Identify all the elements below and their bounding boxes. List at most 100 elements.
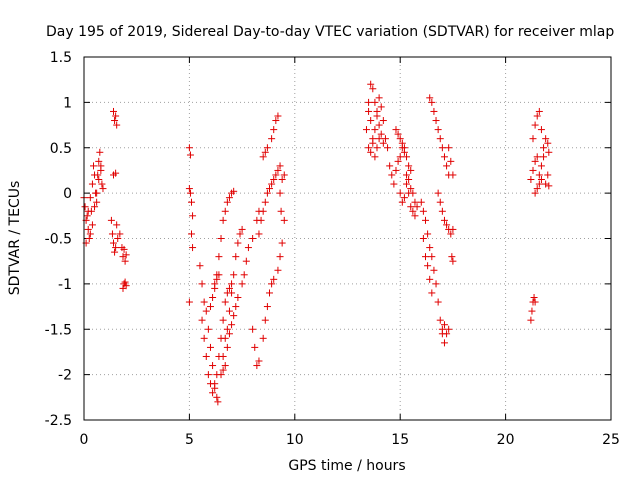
data-point [91,203,99,211]
data-point [261,148,269,156]
data-point [545,182,553,190]
data-point [276,189,284,197]
data-point [95,176,103,184]
data-point [392,166,400,174]
data-point [365,107,373,115]
data-point [225,194,233,202]
data-point [448,253,456,261]
data-point [394,157,402,165]
data-point [232,253,240,261]
data-point [110,239,118,247]
data-points [80,80,553,406]
data-point [545,148,553,156]
data-point [426,275,434,283]
data-point [122,251,130,259]
data-point [542,135,550,143]
data-point [113,221,121,229]
data-point [375,135,383,143]
data-point [189,244,197,252]
data-point [533,185,541,193]
y-axis-label: SDTVAR / TECUs [7,181,23,296]
data-point [398,139,406,147]
data-point [112,112,120,120]
data-point [371,98,379,106]
data-point [259,153,267,161]
data-point [531,298,539,306]
data-point [84,225,92,233]
data-point [88,180,96,188]
data-point [266,185,274,193]
data-point [373,144,381,152]
data-point [443,330,451,338]
data-point [244,244,252,252]
data-point [373,107,381,115]
data-point [97,166,105,174]
data-point [221,362,229,370]
data-point [263,189,271,197]
data-point [440,153,448,161]
data-point [417,198,425,206]
data-point [206,380,214,388]
x-tick-label: 0 [80,432,89,448]
data-point [189,212,197,220]
data-point [530,293,538,301]
data-point [85,235,93,242]
data-point [371,126,379,134]
data-point [443,221,451,229]
data-point [108,230,116,238]
data-point [121,278,129,286]
data-point [367,117,375,125]
data-point [228,289,236,297]
data-point [403,153,411,161]
data-point [198,316,206,324]
data-point [409,207,417,215]
data-point [268,180,276,188]
data-point [217,371,225,379]
data-point [200,298,208,306]
data-point [447,157,455,165]
data-point [228,280,236,288]
data-point [434,298,442,306]
y-tick-label: -1 [58,277,72,293]
data-point [407,203,415,211]
data-point [213,393,221,401]
data-point [202,307,210,315]
data-point [438,207,446,215]
data-point [419,235,427,242]
data-point [535,107,543,115]
data-point [379,117,387,125]
data-point [272,117,280,125]
axis-ticks [83,56,612,421]
data-point [434,189,442,197]
y-tick-label: 0.5 [50,141,72,157]
data-point [253,362,261,370]
data-point [398,198,406,206]
data-point [259,334,267,342]
data-point [388,171,396,179]
data-point [185,185,193,193]
data-point [204,325,212,333]
data-point [223,198,231,206]
data-point [375,121,383,129]
data-point [280,171,288,179]
data-point [438,144,446,152]
data-point [394,130,402,138]
data-point [421,253,429,261]
data-point [535,180,543,188]
data-point [114,235,122,242]
data-point [185,298,193,306]
data-point [249,325,257,333]
data-point [537,126,545,134]
data-point [230,271,238,279]
x-tick-labels: 0 5 10 15 20 25 [80,432,620,448]
data-point [449,257,457,265]
data-point [263,144,271,152]
data-point [449,225,457,233]
data-point [403,171,411,179]
data-point [280,216,288,224]
data-point [392,126,400,134]
data-point [185,144,193,152]
gridlines [84,57,611,420]
data-point [119,253,127,261]
data-point [198,280,206,288]
